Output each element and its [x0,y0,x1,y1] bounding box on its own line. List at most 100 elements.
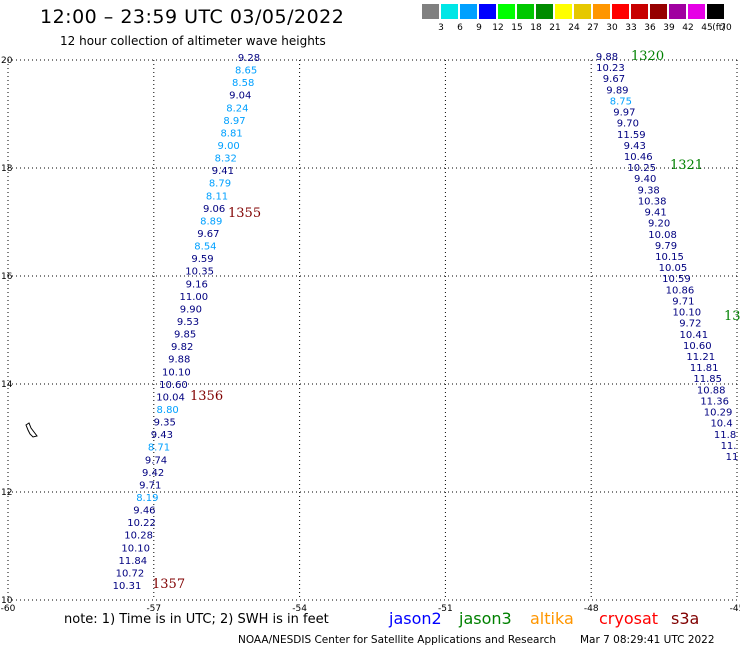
wave-height-value: 11 [726,452,739,463]
wave-height-value: 9.97 [613,108,635,119]
wave-height-value: 8.24 [226,103,248,114]
wave-height-value: 8.54 [194,242,216,253]
legend-label: 42 [682,23,694,33]
legend-swatch [688,4,705,19]
wave-height-value: 8.97 [223,116,245,127]
legend-unit: (ft) [712,23,726,33]
legend-swatch [441,4,458,19]
wave-height-value: 9.89 [606,85,628,96]
legend-swatch [460,4,477,19]
wave-height-value: 11.84 [118,556,147,567]
legend-label: 3 [438,23,444,33]
lon-tick-label: -57 [146,604,161,614]
legend-swatch [574,4,591,19]
mission-label: cryosat [599,609,659,628]
wave-height-value: 8.32 [215,154,237,165]
wave-height-value: 8.81 [220,128,242,139]
island-outline [25,422,38,438]
wave-height-value: 9.67 [603,74,625,85]
legend-swatch [498,4,515,19]
wave-height-value: 11.36 [700,396,729,407]
credit-text: NOAA/NESDIS Center for Satellite Applica… [238,634,556,646]
legend-label: 45 [701,23,713,33]
legend-swatch [479,4,496,19]
wave-height-value: 11.59 [617,130,646,141]
wave-height-value: 8.89 [200,216,222,227]
generated-timestamp: Mar 7 08:29:41 UTC 2022 [580,634,715,646]
lat-tick-label: 20 [1,56,13,66]
footer-note: note: 1) Time is in UTC; 2) SWH is in fe… [64,612,329,627]
legend-swatch [631,4,648,19]
wave-height-value: 11.81 [690,363,719,374]
wave-height-value: 9.40 [634,174,656,185]
wave-height-value: 10.10 [673,308,702,319]
wave-height-value: 9.06 [203,204,225,215]
legend-label: 12 [492,23,504,33]
legend-swatch [517,4,534,19]
pass-label: 13 [724,309,740,324]
wave-height-value: 9.67 [197,229,219,240]
wave-height-value: 11.21 [686,352,715,363]
legend-label: 6 [457,23,463,33]
wave-height-value: 9.42 [142,468,164,479]
legend-label: 39 [663,23,675,33]
mission-label: s3a [671,609,700,628]
wave-height-value: 10.60 [159,380,188,391]
legend-swatch [555,4,572,19]
wave-height-value: 9.74 [145,455,167,466]
wave-height-value: 8.75 [610,96,632,107]
lon-tick-label: -45 [730,604,740,614]
wave-height-value: 9.38 [638,185,660,196]
pass-label: 1321 [670,158,703,173]
pass-label: 1356 [190,389,223,404]
wave-height-value: 10.46 [624,152,653,163]
wave-height-value: 10.35 [185,267,214,278]
wave-height-value: 11. [721,441,737,452]
legend-swatch [536,4,553,19]
wave-height-value: 10.31 [113,581,142,592]
wave-height-value: 10.08 [648,230,677,241]
wave-height-value: 10.10 [121,543,150,554]
pass-label: 1320 [631,49,664,64]
legend-swatch [650,4,667,19]
wave-height-value: 10.22 [127,518,156,529]
lat-tick-label: 16 [1,272,13,282]
wave-height-value: 9.85 [174,330,196,341]
wave-height-value: 8.19 [136,493,158,504]
wave-height-value: 8.65 [235,66,257,77]
wave-height-value: 9.20 [648,219,670,230]
wave-height-value: 10.72 [116,568,145,579]
wave-height-value: 9.59 [191,254,213,265]
lat-tick-label: 18 [1,164,13,174]
wave-height-value: 9.43 [624,141,646,152]
lat-tick-label: 10 [1,596,13,606]
wave-height-value: 9.53 [177,317,199,328]
wave-height-value: 10.86 [666,285,695,296]
wave-height-value: 10.23 [596,63,625,74]
wave-height-value: 10.29 [704,408,733,419]
legend-swatch [669,4,686,19]
legend-swatch [612,4,629,19]
legend-label: 27 [587,23,599,33]
mission-label: altika [530,609,574,628]
wave-height-value: 9.71 [139,480,161,491]
legend-swatch [593,4,610,19]
wave-height-value: 9.88 [596,52,618,63]
lon-tick-label: -48 [584,604,599,614]
wave-height-value: 9.41 [644,208,666,219]
legend-label: 21 [549,23,561,33]
wave-height-value: 10.15 [655,252,684,263]
mission-label: jason2 [389,609,442,628]
wave-height-value: 9.71 [672,296,694,307]
lat-tick-label: 12 [1,488,12,498]
wave-height-value: 9.41 [212,166,234,177]
wave-height-value: 9.79 [655,241,677,252]
wave-height-value: 9.72 [679,319,701,330]
wave-height-value: 10.05 [659,263,688,274]
wave-height-value: 9.82 [171,342,193,353]
mission-label: jason3 [459,609,512,628]
wave-height-value: 9.16 [186,279,208,290]
wave-height-value: 10.41 [679,330,708,341]
wave-height-value: 9.46 [133,506,155,517]
